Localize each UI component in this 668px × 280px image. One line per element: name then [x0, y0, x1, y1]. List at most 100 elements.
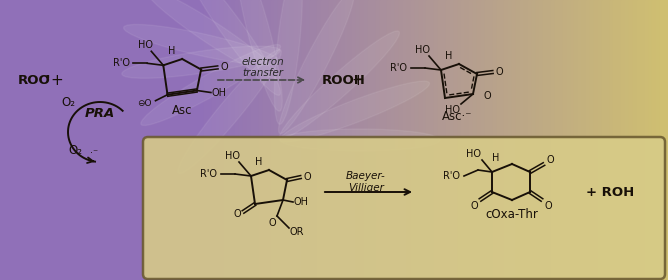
- Ellipse shape: [280, 129, 440, 151]
- Bar: [204, 0, 209, 280]
- Bar: [500, 0, 505, 280]
- Bar: [570, 0, 575, 280]
- Text: O: O: [303, 172, 311, 182]
- Bar: [508, 0, 513, 280]
- Bar: [641, 0, 645, 280]
- Bar: [259, 0, 264, 280]
- Bar: [617, 0, 622, 280]
- Bar: [403, 0, 408, 280]
- Bar: [232, 0, 236, 280]
- Bar: [275, 0, 279, 280]
- Bar: [224, 0, 228, 280]
- Ellipse shape: [124, 24, 280, 65]
- Text: R'O: R'O: [391, 63, 407, 73]
- Bar: [337, 0, 341, 280]
- Bar: [387, 0, 392, 280]
- Bar: [602, 0, 607, 280]
- Bar: [566, 0, 572, 280]
- Bar: [562, 0, 568, 280]
- Bar: [649, 0, 653, 280]
- Ellipse shape: [146, 0, 280, 79]
- Text: HO: HO: [466, 149, 482, 159]
- Bar: [492, 0, 498, 280]
- Text: cOxa-Thr: cOxa-Thr: [486, 207, 538, 221]
- Bar: [419, 0, 424, 280]
- Bar: [477, 0, 482, 280]
- Bar: [578, 0, 583, 280]
- Bar: [247, 0, 252, 280]
- Bar: [645, 0, 649, 280]
- Bar: [333, 0, 338, 280]
- Bar: [598, 0, 603, 280]
- Text: +: +: [351, 73, 364, 88]
- Bar: [341, 0, 345, 280]
- Bar: [228, 0, 232, 280]
- Text: O: O: [470, 201, 478, 211]
- Bar: [625, 0, 630, 280]
- Text: O: O: [544, 201, 552, 211]
- Bar: [481, 0, 486, 280]
- Bar: [653, 0, 657, 280]
- Text: Villiger: Villiger: [348, 183, 384, 193]
- Bar: [251, 0, 256, 280]
- Text: HO: HO: [226, 151, 240, 161]
- Bar: [305, 0, 311, 280]
- Bar: [594, 0, 599, 280]
- Bar: [434, 0, 439, 280]
- Text: O: O: [220, 62, 228, 73]
- Bar: [372, 0, 377, 280]
- Ellipse shape: [186, 0, 281, 95]
- Bar: [395, 0, 400, 280]
- Bar: [349, 0, 353, 280]
- Bar: [609, 0, 615, 280]
- Text: H: H: [168, 46, 175, 56]
- Bar: [379, 0, 385, 280]
- Bar: [543, 0, 548, 280]
- Text: + ROH: + ROH: [586, 186, 634, 199]
- Bar: [446, 0, 451, 280]
- Text: PRA: PRA: [85, 106, 115, 120]
- Bar: [496, 0, 502, 280]
- Bar: [375, 0, 381, 280]
- Text: ·⁻: ·⁻: [90, 148, 98, 158]
- Ellipse shape: [141, 45, 281, 125]
- Bar: [353, 0, 357, 280]
- Bar: [426, 0, 432, 280]
- Bar: [360, 0, 365, 280]
- Bar: [208, 0, 213, 280]
- Bar: [364, 0, 369, 280]
- Bar: [450, 0, 455, 280]
- Text: Asc·⁻: Asc·⁻: [442, 109, 472, 123]
- Bar: [637, 0, 642, 280]
- Bar: [473, 0, 478, 280]
- Bar: [547, 0, 552, 280]
- Bar: [313, 0, 318, 280]
- Ellipse shape: [236, 0, 283, 111]
- Bar: [559, 0, 564, 280]
- Bar: [621, 0, 626, 280]
- Text: ⊖O: ⊖O: [137, 99, 152, 108]
- Bar: [551, 0, 556, 280]
- Text: transfer: transfer: [242, 68, 283, 78]
- Bar: [294, 0, 299, 280]
- Bar: [532, 0, 536, 280]
- Ellipse shape: [122, 46, 280, 78]
- Bar: [664, 0, 668, 280]
- Bar: [438, 0, 443, 280]
- Text: OH: OH: [293, 197, 309, 207]
- Bar: [430, 0, 435, 280]
- Bar: [516, 0, 521, 280]
- Bar: [368, 0, 373, 280]
- Bar: [239, 0, 244, 280]
- Bar: [613, 0, 619, 280]
- Text: OR: OR: [290, 227, 304, 237]
- Bar: [329, 0, 334, 280]
- Bar: [489, 0, 494, 280]
- Text: HO: HO: [138, 40, 153, 50]
- Bar: [582, 0, 587, 280]
- Bar: [442, 0, 447, 280]
- Bar: [286, 0, 291, 280]
- Bar: [528, 0, 532, 280]
- Text: R'O: R'O: [113, 58, 130, 68]
- Bar: [656, 0, 661, 280]
